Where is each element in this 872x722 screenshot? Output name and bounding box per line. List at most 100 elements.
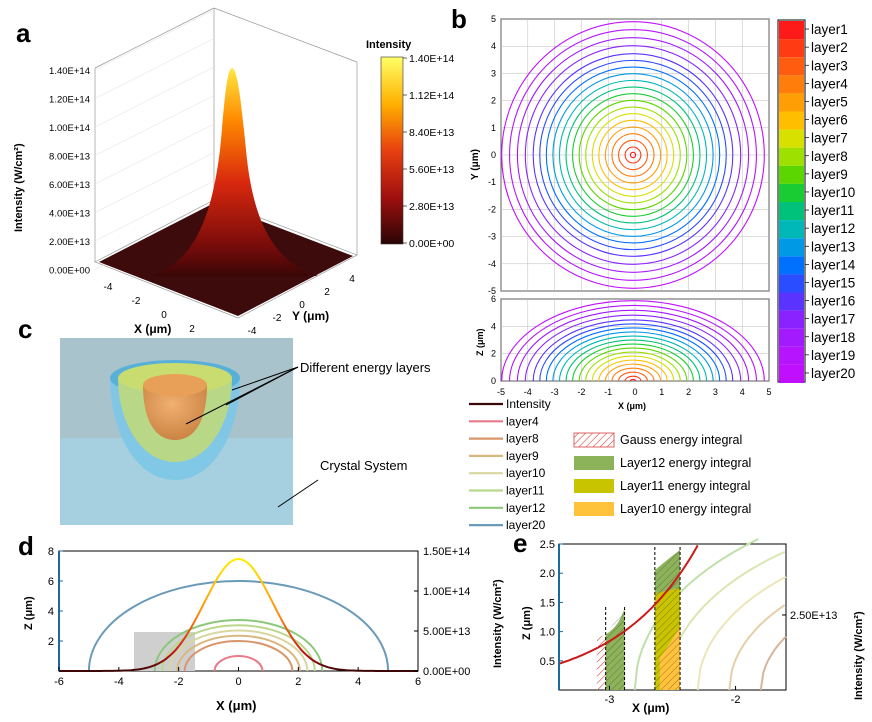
panel-b-top-y-tick: -1	[488, 177, 496, 187]
panel-b-legend-label: layer14	[811, 257, 856, 272]
panel-e-z-tick: 1.5	[540, 597, 555, 609]
panel-a-z-tick: 4.00E+13	[49, 209, 90, 220]
panel-b-x-ticks: -5 -4 -3 -2 -1 0 1 2 3 4 5	[497, 387, 772, 397]
panel-b-contour-arc	[578, 347, 688, 382]
panel-d-intensity-ticks: 1.50E+14 1.00E+14 5.00E+13 0.00E+00	[414, 546, 470, 678]
panel-a-gridline	[94, 180, 215, 242]
panel-b-contour-circle	[516, 37, 750, 273]
panel-b-bottom-z-tick: 6	[491, 294, 496, 304]
panel-b-contour-arc	[624, 375, 642, 382]
panel-b-legend-label: layer8	[811, 149, 848, 164]
panel-b-legend-swatch	[779, 39, 804, 58]
panel-a-colorbar-tick: 0.00E+00	[409, 238, 454, 250]
panel-a-y-tick: 2	[324, 287, 330, 298]
panel-b-top-y-tick: 2	[491, 96, 496, 106]
panel-e-x-label: X (μm)	[632, 701, 669, 715]
panel-b-contour-circle	[578, 99, 688, 211]
legend-line-label: layer4	[506, 414, 539, 428]
panel-b-x-tick: -5	[497, 387, 505, 397]
panel-b-contour-circle	[585, 106, 681, 204]
panel-b-contour-circle	[552, 73, 714, 237]
panel-b: b 5 4 3 2 1 0 -1 -2 -3 -4 -5 Y (μm) 6 4 2 0 Z (μm) -5…	[451, 4, 856, 411]
panel-a-x-tick: -4	[104, 282, 113, 293]
panel-a-z-tick: 8.00E+13	[49, 152, 90, 163]
panel-d-layer-arc	[213, 655, 264, 672]
panel-a-y-tick: -2	[273, 313, 282, 324]
panel-b-legend-swatch	[779, 147, 804, 166]
panel-c-crystal-label: Crystal System	[320, 458, 407, 473]
panel-a-box	[94, 7, 358, 319]
panel-c: c Different energy layers Crystal System	[18, 314, 431, 525]
panel-a-x-tick: 0	[161, 310, 167, 321]
panel-b-legend-swatch	[779, 238, 804, 257]
panel-b-legend-swatch	[779, 220, 804, 239]
panel-a-colorbar-ticks: 1.40E+14 1.12E+14 8.40E+13 5.60E+13 2.80E+13…	[403, 53, 454, 250]
panel-b-legend-swatch	[779, 57, 804, 76]
panel-b-contour-circle	[572, 93, 694, 217]
panel-a-colorbar-tick: 1.12E+14	[409, 90, 454, 102]
panel-b-legend-swatch	[779, 346, 804, 365]
panel-d-layer-arcs	[87, 580, 390, 672]
panel-b-legend-swatch	[779, 364, 804, 383]
panel-b-legend-label: layer15	[811, 275, 855, 290]
panel-b-contour-arc	[532, 319, 734, 382]
panel-b-legend-label: layer3	[811, 58, 848, 73]
panel-b-contour-circle	[611, 133, 655, 177]
panel-d-layer-arc	[153, 619, 324, 672]
panel-b-contour-circle	[604, 126, 662, 184]
panel-a: a 1.40E+14 1.20E+14 1.00E+14 8.00E+13 6.00E+…	[13, 7, 454, 349]
panel-b-legend-label: layer2	[811, 40, 848, 55]
panel-a-z-tick: 1.20E+14	[49, 95, 90, 106]
panel-b-top-y-tick: 4	[491, 41, 496, 51]
panel-b-legend-swatch	[779, 165, 804, 184]
panel-e-layer-curve	[665, 550, 786, 691]
panel-b-x-tick: 1	[659, 387, 664, 397]
panel-b-top-y-tick: 3	[491, 68, 496, 78]
panel-d-layer-arc	[168, 629, 309, 672]
panel-b-legend-label: layer1	[811, 22, 848, 37]
panel-d-x-tick: -6	[54, 676, 64, 688]
panel-a-y-label: Y (μm)	[292, 309, 329, 323]
panel-c-inner-rim	[143, 374, 207, 396]
panel-b-contour-circle	[532, 53, 734, 257]
panel-d-layer-arc	[176, 634, 301, 672]
panel-b-contour-circle	[545, 66, 721, 244]
panel-a-z-tick: 0.00E+00	[49, 266, 90, 277]
legend-fill-label: Layer12 energy integral	[620, 456, 751, 470]
panel-b-contour-circle	[591, 113, 675, 197]
panel-e-x-tick: -2	[731, 694, 741, 706]
panel-a-gridline	[94, 123, 215, 185]
panel-b-bottom-z-tick: 0	[491, 376, 496, 386]
panel-b-x-tick: 3	[713, 387, 718, 397]
panel-a-y-tick: 0	[299, 300, 305, 311]
panel-a-x-tick: -2	[132, 296, 141, 307]
panel-a-x-tick: 2	[189, 324, 195, 335]
panel-d-right-tick: 1.50E+14	[423, 546, 470, 558]
panel-b-legend-swatch	[779, 111, 804, 130]
panel-d-z-tick: 8	[48, 546, 54, 558]
panel-e-z-tick: 2.5	[540, 539, 555, 551]
panel-b-top-y-tick: 0	[491, 150, 496, 160]
panel-e-layer-curve	[759, 635, 787, 691]
panel-e-gaussian-curve	[558, 544, 699, 665]
panel-e-layer-curve	[728, 604, 786, 691]
panel-b-x-tick: -3	[551, 387, 559, 397]
panel-a-y-tick: 4	[349, 274, 355, 285]
panel-e-z-tick: 2.0	[540, 568, 555, 580]
panel-e: e 2.5 2.0 1.5 1.0 0.5 Z (μm) -3 -2 X (μm) 2.5…	[513, 528, 865, 715]
panel-a-colorbar-tick: 5.60E+13	[409, 164, 454, 176]
panel-b-top-y-tick: -4	[488, 259, 496, 269]
panel-e-gauss-integral	[596, 634, 606, 690]
panel-b-contour-arc	[591, 355, 675, 382]
panel-a-z-ticks: 1.40E+14 1.20E+14 1.00E+14 8.00E+13 6.00E+13…	[49, 66, 90, 277]
panel-b-x-tick: -4	[524, 387, 532, 397]
panel-d-layer-arc	[87, 580, 390, 672]
panel-b-legend-label: layer11	[811, 203, 854, 218]
panel-e-layer-curve	[696, 575, 787, 691]
panel-b-x-tick: 2	[686, 387, 691, 397]
legend-fill-swatch	[574, 479, 614, 493]
panel-b-legend-swatch	[779, 202, 804, 221]
panel-b-contour-arc	[598, 359, 668, 382]
panel-d-frame	[58, 550, 419, 672]
panel-b-bottom-z-tick: 2	[491, 349, 496, 359]
